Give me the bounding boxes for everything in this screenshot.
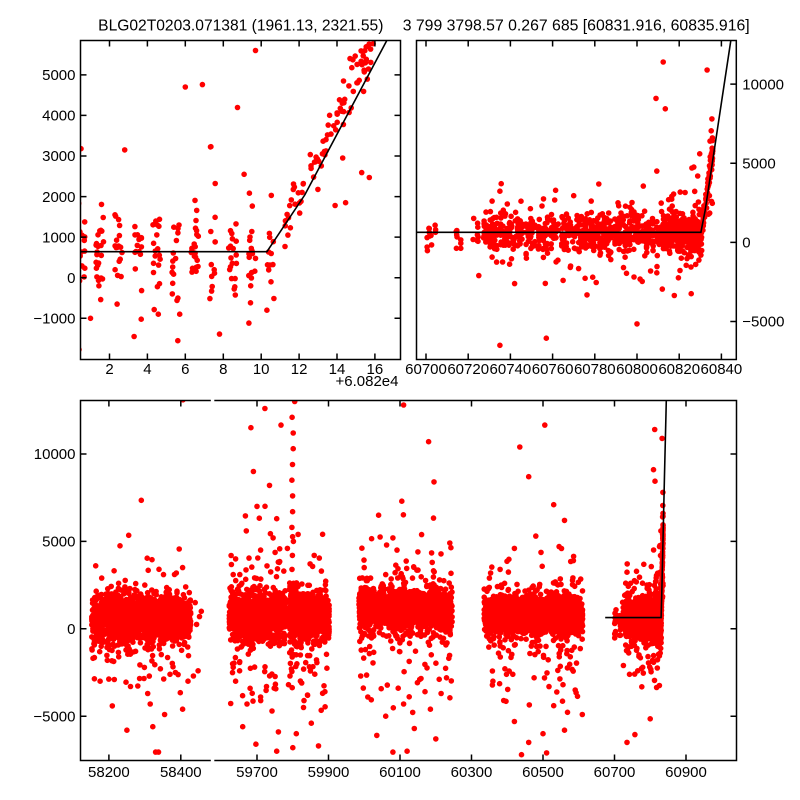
svg-text:5000: 5000 (742, 156, 775, 173)
svg-text:2000: 2000 (42, 189, 75, 206)
svg-text:6: 6 (181, 361, 189, 378)
svg-text:3000: 3000 (42, 148, 75, 165)
svg-text:60760: 60760 (532, 361, 574, 378)
svg-text:16: 16 (367, 361, 384, 378)
svg-text:−1000: −1000 (33, 311, 75, 328)
svg-text:4: 4 (143, 361, 151, 378)
svg-text:BLG02T0203.071381 (1961.13, 23: BLG02T0203.071381 (1961.13, 2321.55) (98, 18, 383, 35)
svg-text:0: 0 (742, 235, 750, 252)
svg-text:+6.082e4: +6.082e4 (336, 373, 399, 390)
svg-text:−5000: −5000 (742, 314, 784, 331)
svg-text:59900: 59900 (308, 764, 350, 781)
svg-text:10: 10 (253, 361, 270, 378)
svg-text:60800: 60800 (616, 361, 658, 378)
svg-text:60700: 60700 (594, 764, 636, 781)
svg-text:59700: 59700 (236, 764, 278, 781)
svg-text:8: 8 (219, 361, 227, 378)
svg-text:10000: 10000 (34, 446, 76, 463)
svg-text:60840: 60840 (701, 361, 743, 378)
svg-text:5000: 5000 (42, 534, 75, 551)
svg-text:60720: 60720 (447, 361, 489, 378)
svg-text:12: 12 (291, 361, 308, 378)
svg-text:58400: 58400 (160, 764, 202, 781)
svg-text:60780: 60780 (574, 361, 616, 378)
svg-text:2: 2 (105, 361, 113, 378)
svg-text:60700: 60700 (405, 361, 447, 378)
svg-text:60900: 60900 (665, 764, 707, 781)
svg-text:58200: 58200 (88, 764, 130, 781)
svg-text:60500: 60500 (522, 764, 564, 781)
svg-text:1000: 1000 (42, 229, 75, 246)
svg-text:0: 0 (67, 621, 75, 638)
svg-text:−5000: −5000 (33, 708, 75, 725)
svg-text:0: 0 (67, 270, 75, 287)
svg-text:14: 14 (329, 361, 346, 378)
svg-text:60820: 60820 (658, 361, 700, 378)
svg-text:60300: 60300 (451, 764, 493, 781)
svg-text:10000: 10000 (742, 76, 784, 93)
svg-text:3 799 3798.57 0.267 685 [60831: 3 799 3798.57 0.267 685 [60831.916, 6083… (403, 18, 750, 35)
svg-text:60100: 60100 (379, 764, 421, 781)
svg-text:5000: 5000 (42, 67, 75, 84)
svg-text:60740: 60740 (490, 361, 532, 378)
svg-text:4000: 4000 (42, 108, 75, 125)
